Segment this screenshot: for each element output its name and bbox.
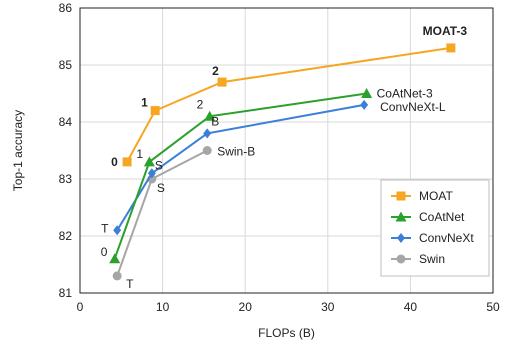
- series-moat: [122, 43, 456, 167]
- point-label: S: [155, 158, 163, 172]
- x-tick-label: 40: [404, 300, 418, 314]
- legend-entry: ConvNeXt: [419, 231, 474, 245]
- legend-marker: [396, 254, 406, 264]
- point-label: S: [157, 181, 165, 195]
- data-point: [122, 157, 132, 167]
- point-label: 2: [197, 97, 204, 111]
- x-tick-label: 10: [156, 300, 170, 314]
- legend-marker: [395, 211, 407, 222]
- plot-frame: [79, 7, 494, 294]
- point-label: Swin-B: [217, 145, 255, 159]
- legend-entry: Swin: [419, 252, 445, 266]
- point-label: B: [211, 114, 219, 128]
- x-tick-label: 50: [486, 300, 500, 314]
- series-line: [113, 92, 367, 260]
- point-label: 1: [136, 147, 143, 161]
- series-layer: [109, 43, 456, 281]
- x-tick-label: 30: [321, 300, 335, 314]
- x-axis-label: FLOPs (B): [258, 326, 315, 340]
- y-tick-label: 84: [59, 115, 73, 129]
- point-label: 1: [141, 96, 148, 110]
- data-point: [202, 146, 212, 155]
- data-point: [204, 110, 216, 121]
- series-coatnet: [109, 88, 373, 264]
- data-point: [147, 168, 156, 179]
- legend: MOAT CoAtNet ConvNeXt Swin: [380, 179, 490, 277]
- series-convnext: [113, 99, 369, 236]
- y-tick-label: 82: [59, 229, 73, 243]
- point-label: MOAT-3: [423, 24, 468, 38]
- point-label: 0: [111, 155, 118, 169]
- y-axis-label: Top-1 accuracy: [11, 110, 25, 191]
- point-label: ConvNeXt-L: [380, 100, 446, 114]
- point-label: T: [126, 277, 134, 291]
- data-point: [203, 128, 212, 139]
- data-point: [360, 99, 369, 110]
- data-point: [446, 43, 456, 53]
- data-point: [361, 88, 373, 98]
- legend-entry: CoAtNet: [419, 210, 465, 224]
- y-tick-label: 81: [59, 286, 73, 300]
- x-tick-label: 0: [77, 300, 84, 314]
- data-point: [109, 253, 121, 264]
- point-label: 2: [212, 64, 219, 78]
- y-tick-label: 86: [59, 1, 73, 15]
- series-line: [126, 46, 452, 163]
- legend-marker: [396, 191, 406, 201]
- point-label: CoAtNet-3: [377, 87, 433, 101]
- data-point: [112, 271, 122, 281]
- data-point: [217, 77, 227, 87]
- series-swin: [112, 146, 212, 281]
- point-label: T: [101, 221, 109, 235]
- legend-marker: [397, 233, 405, 243]
- y-tick-label: 85: [59, 58, 73, 72]
- point-label: 0: [101, 245, 108, 259]
- legend-entry: MOAT: [419, 189, 453, 203]
- point-labels: 0 1 2 MOAT-3 0 1 2 CoAtNet-3 T S B ConvNeXt-L T S Swin…: [101, 24, 468, 291]
- x-tick-label: 20: [239, 300, 253, 314]
- y-tick-label: 83: [59, 172, 73, 186]
- data-point: [150, 106, 160, 116]
- data-point: [113, 225, 122, 236]
- data-point: [143, 156, 155, 167]
